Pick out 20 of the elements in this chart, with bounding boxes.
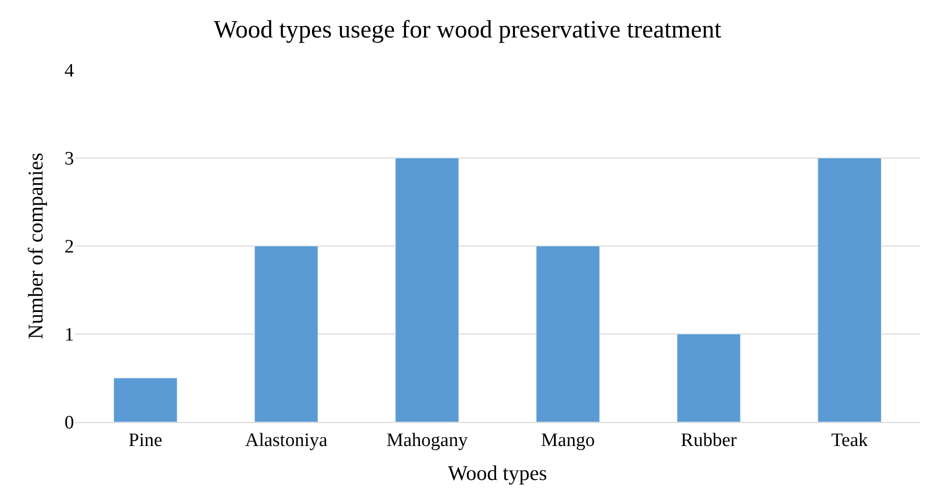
y-tick-label: 4	[64, 60, 74, 82]
chart-title: Wood types usege for wood preservative treatment	[214, 16, 722, 44]
y-tick-label: 0	[64, 412, 74, 434]
bar	[395, 158, 460, 422]
y-tick-label: 3	[64, 148, 74, 170]
y-tick-label: 2	[64, 236, 74, 258]
x-tick-label: Alastoniya	[245, 430, 328, 451]
bar	[536, 246, 600, 422]
x-axis-title: Wood types	[448, 461, 548, 485]
x-tick-label: Mango	[541, 430, 595, 451]
bar	[818, 158, 882, 422]
y-axis-title: Number of companies	[24, 152, 48, 340]
y-tick-label: 1	[64, 324, 74, 346]
bar	[254, 246, 318, 422]
x-tick-label: Rubber	[680, 430, 738, 451]
bar	[113, 378, 178, 422]
bar	[676, 334, 741, 422]
x-tick-label: Mahogany	[386, 430, 468, 451]
x-tick-label: Teak	[831, 430, 868, 451]
x-tick-label: Pine	[128, 430, 162, 451]
